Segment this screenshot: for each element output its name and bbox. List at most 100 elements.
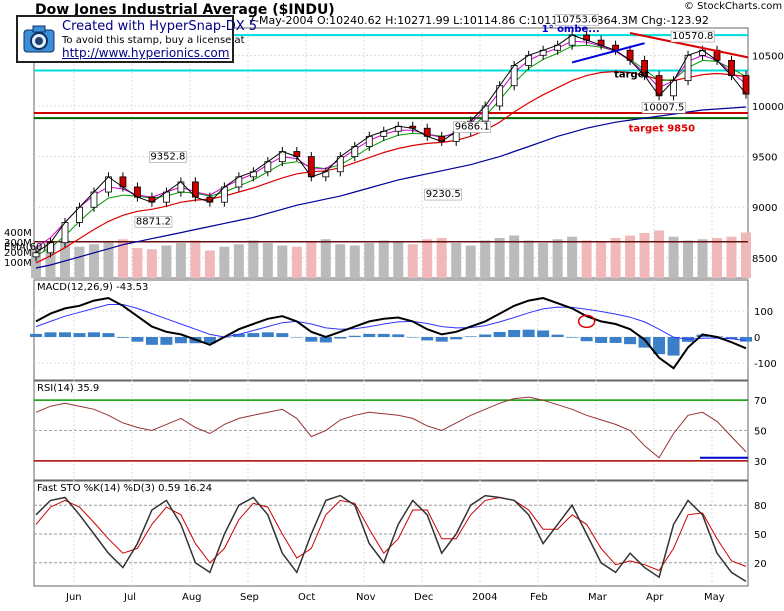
- macd-histogram-bar: [667, 337, 680, 356]
- volume-bar: [364, 243, 375, 278]
- macd-histogram-bar: [624, 337, 637, 345]
- volume-bar: [726, 236, 737, 278]
- macd-histogram-bar: [334, 337, 347, 339]
- macd-histogram-bar: [725, 337, 738, 340]
- volume-bars: [31, 230, 751, 278]
- macd-tick-label: 100: [754, 307, 773, 318]
- x-tick-label: Aug: [182, 592, 202, 603]
- volume-bar: [233, 244, 244, 278]
- price-annotation: 1° ombe...: [542, 24, 600, 35]
- macd-histogram-bar: [551, 334, 564, 337]
- volume-bar: [465, 245, 476, 278]
- rsi-series: [35, 396, 748, 459]
- macd-histogram-bar: [653, 337, 666, 355]
- chart-title: Dow Jones Industrial Average ($INDU): [35, 2, 335, 18]
- macd-histogram-bar: [638, 337, 651, 348]
- volume-bar: [74, 246, 85, 278]
- macd-tick-label: 0: [754, 333, 760, 344]
- macd-histogram-bar: [203, 337, 216, 344]
- quote-line: 7-May-2004 O:10240.62 H:10271.99 L:10114…: [248, 14, 709, 27]
- price-tick-label: 10500: [752, 51, 784, 62]
- macd-histogram-bar: [44, 332, 57, 337]
- ma-long-line: [35, 106, 747, 269]
- x-tick-label: Jun: [65, 592, 82, 603]
- macd-panel: [33, 279, 749, 381]
- stamp-line-1: Created with HyperSnap-DX 5: [62, 19, 258, 34]
- volume-bar: [146, 249, 157, 278]
- volume-bar: [509, 235, 520, 278]
- rsi-tick-label: 70: [754, 396, 767, 407]
- annotation-box: [149, 151, 187, 163]
- volume-bar: [335, 244, 346, 278]
- price-tick-label: 10000: [752, 102, 784, 113]
- sto-tick-label: 20: [754, 559, 767, 570]
- volume-bar: [422, 239, 433, 278]
- volume-tick-label: 300M: [4, 238, 32, 249]
- volume-bar: [349, 245, 360, 278]
- volume-bar: [697, 239, 708, 278]
- macd-histogram-bar: [609, 337, 622, 343]
- x-tick-label: Oct: [298, 592, 315, 603]
- stamp-link[interactable]: http://www.hyperionics.com: [62, 46, 230, 60]
- rsi-tick-label: 30: [754, 457, 767, 468]
- volume-bar: [639, 233, 650, 278]
- volume-bar: [625, 235, 636, 278]
- price-tick-label: 8500: [752, 254, 777, 265]
- macd-histogram-bar: [595, 337, 608, 343]
- watermark-stamp: Created with HyperSnap-DX 5 To avoid thi…: [16, 15, 257, 63]
- sto-tick-label: 50: [754, 530, 767, 541]
- volume-bar: [204, 250, 215, 278]
- price-annotation: 9230.5: [426, 189, 461, 200]
- price-annotation: 10753.6: [556, 15, 597, 26]
- x-tick-label: May: [704, 592, 725, 603]
- macd-histogram-bar: [319, 337, 332, 343]
- x-tick-label: Nov: [356, 592, 376, 603]
- volume-bar: [103, 241, 114, 278]
- volume-tick-label: 100M: [4, 258, 32, 269]
- volume-bar: [31, 245, 41, 278]
- sto-tick-label: 80: [754, 501, 767, 512]
- volume-tick-label: 200M: [4, 248, 32, 259]
- volume-bar: [378, 240, 389, 278]
- volume-bar: [596, 241, 607, 278]
- volume-bar: [393, 241, 404, 278]
- volume-bar: [132, 248, 143, 278]
- macd-histogram-bar: [406, 337, 419, 338]
- macd-histogram-bar: [247, 333, 260, 337]
- volume-bar: [117, 239, 128, 278]
- macd-histogram-bar: [464, 336, 477, 337]
- volume-bar: [291, 246, 302, 278]
- annotation-box: [134, 216, 173, 228]
- macd-histogram-bar: [566, 337, 579, 338]
- macd-histogram-bar: [232, 333, 245, 337]
- macd-histogram-bar: [450, 337, 463, 340]
- candle-body: [32, 252, 40, 258]
- macd-histogram-bar: [435, 337, 448, 342]
- ema-label: EMA(60): [4, 242, 46, 253]
- volume-bar: [190, 240, 201, 278]
- volume-bar: [175, 243, 186, 278]
- macd-histogram-bar: [537, 330, 550, 337]
- annotation-box: [641, 102, 686, 114]
- price-annotation: 8871.2: [136, 216, 171, 227]
- axis-labels: Jun Jul Aug Sep Oct Nov Dec 2004 Feb Mar Apr May 850…: [4, 51, 784, 603]
- macd-histogram-bar: [508, 329, 521, 337]
- candle-body: [742, 75, 750, 95]
- volume-bar: [523, 240, 534, 278]
- x-tick-label: Jul: [123, 592, 136, 603]
- macd-histogram-bar: [740, 337, 752, 342]
- rsi-tick-label: 50: [754, 427, 767, 438]
- macd-histogram-bar: [479, 334, 492, 337]
- x-tick-label: Feb: [530, 592, 548, 603]
- macd-histogram-bar: [261, 332, 274, 337]
- volume-bar: [668, 236, 679, 278]
- volume-bar: [683, 240, 694, 278]
- resistance-trendline: [629, 32, 749, 59]
- x-tick-label: Mar: [588, 592, 608, 603]
- macd-histogram-bar: [116, 337, 129, 338]
- volume-bar: [480, 240, 491, 278]
- macd-histogram-bar: [580, 337, 593, 342]
- macd-histogram-bar: [421, 337, 434, 341]
- x-tick-label: 2004: [472, 592, 497, 603]
- annotation-box: [554, 14, 599, 26]
